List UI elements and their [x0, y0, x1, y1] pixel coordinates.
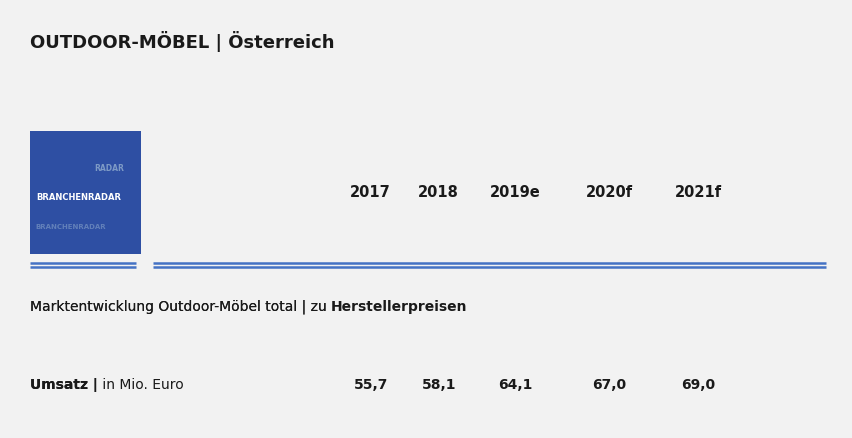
- Text: 69,0: 69,0: [682, 378, 716, 392]
- Text: 67,0: 67,0: [592, 378, 626, 392]
- FancyBboxPatch shape: [30, 131, 141, 254]
- Text: 2018: 2018: [418, 185, 459, 200]
- Text: BRANCHENRADAR: BRANCHENRADAR: [36, 224, 106, 230]
- Text: Marktentwicklung Outdoor-Möbel total | zu: Marktentwicklung Outdoor-Möbel total | z…: [30, 299, 331, 314]
- Text: 2021f: 2021f: [675, 185, 722, 200]
- Text: RADAR: RADAR: [95, 164, 124, 173]
- Text: 2020f: 2020f: [585, 185, 633, 200]
- Text: Umsatz |: Umsatz |: [30, 378, 98, 392]
- Text: OUTDOOR-MÖBEL | Österreich: OUTDOOR-MÖBEL | Österreich: [30, 31, 334, 52]
- Text: in Mio. Euro: in Mio. Euro: [98, 378, 183, 392]
- Text: BRANCHENRADAR: BRANCHENRADAR: [36, 193, 121, 202]
- Text: Umsatz |: Umsatz |: [30, 378, 98, 392]
- Text: 2017: 2017: [350, 185, 391, 200]
- Text: 2019e: 2019e: [490, 185, 541, 200]
- Text: Marktentwicklung Outdoor-Möbel total | zu: Marktentwicklung Outdoor-Möbel total | z…: [30, 299, 331, 314]
- Text: 58,1: 58,1: [422, 378, 456, 392]
- Text: 64,1: 64,1: [498, 378, 532, 392]
- Text: 55,7: 55,7: [354, 378, 388, 392]
- Text: Herstellerpreisen: Herstellerpreisen: [331, 300, 468, 314]
